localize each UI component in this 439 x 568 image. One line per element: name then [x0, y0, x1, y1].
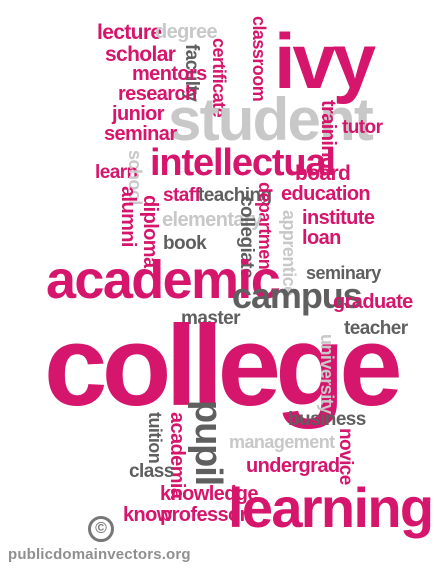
- word-student: student: [168, 86, 374, 153]
- word-class: class: [129, 461, 174, 482]
- word-alumni: alumni: [117, 186, 139, 247]
- word-teaching: teaching: [198, 185, 272, 206]
- word-school: school: [125, 150, 145, 205]
- word-management: management: [229, 432, 335, 452]
- word-degree: degree: [155, 21, 218, 43]
- word-certificate: certificate: [209, 38, 229, 118]
- copyright-icon: ©: [88, 516, 114, 542]
- word-lecture: lecture: [97, 21, 162, 44]
- word-scholar: scholar: [105, 43, 176, 66]
- word-pupil: pupil: [187, 400, 229, 486]
- word-campus: campus: [232, 275, 363, 316]
- word-undergrad: undergrad: [246, 455, 340, 477]
- word-intellectual: intellectual: [150, 142, 336, 184]
- word-diploma: diploma: [139, 195, 161, 268]
- word-business: business: [288, 409, 366, 430]
- word-knowledge: knowledge: [160, 483, 259, 505]
- word-training: training: [317, 100, 339, 169]
- word-staff: staff: [163, 185, 201, 206]
- word-academic: academic: [46, 250, 281, 310]
- word-board: board: [295, 162, 351, 185]
- credit-text: publicdomainvectors.org: [8, 546, 191, 563]
- word-department: department: [255, 182, 275, 275]
- word-apprentice: apprentice: [279, 210, 299, 296]
- word-mentors: mentors: [132, 63, 207, 85]
- word-tuition: tuition: [145, 412, 165, 464]
- word-graduate: graduate: [333, 291, 413, 313]
- word-collegiate: collegiate: [236, 196, 257, 278]
- word-learning: learning: [228, 476, 434, 539]
- word-learn: learn: [95, 162, 138, 183]
- word-book: book: [163, 233, 207, 254]
- word-university: university: [317, 334, 337, 414]
- word-master: master: [181, 308, 240, 329]
- word-institute: institute: [302, 207, 375, 229]
- word-tutor: tutor: [342, 117, 383, 138]
- word-education: education: [281, 183, 371, 205]
- word-elementary: elementary: [162, 209, 262, 231]
- word-junior: junior: [112, 103, 165, 125]
- word-faculty: faculty: [181, 44, 202, 102]
- word-research: research: [118, 83, 197, 105]
- word-college: college: [44, 303, 403, 430]
- word-teacher: teacher: [344, 318, 408, 339]
- word-professor: professor: [160, 504, 247, 526]
- word-classroom: classroom: [249, 16, 269, 102]
- word-loan: loan: [302, 227, 341, 249]
- word-ivy: ivy: [274, 17, 376, 105]
- word-know: know: [123, 504, 172, 526]
- word-academia: academia: [166, 412, 188, 499]
- word-seminar: seminar: [104, 123, 177, 145]
- word-novice: novice: [335, 428, 356, 485]
- word-seminary: seminary: [306, 263, 381, 283]
